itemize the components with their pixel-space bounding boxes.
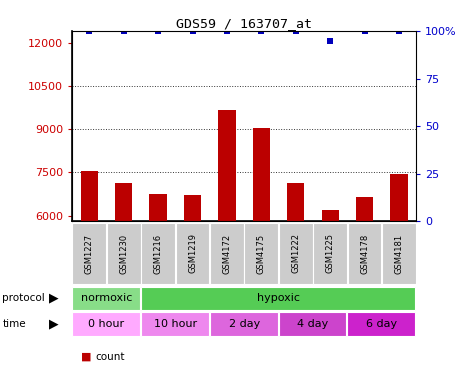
Bar bbox=[348, 223, 381, 284]
Bar bbox=[72, 287, 140, 310]
Text: count: count bbox=[95, 352, 125, 362]
Point bbox=[326, 38, 334, 44]
Bar bbox=[115, 183, 132, 221]
Point bbox=[223, 28, 231, 34]
Text: 2 day: 2 day bbox=[228, 319, 260, 329]
Point bbox=[361, 28, 368, 34]
Text: 0 hour: 0 hour bbox=[88, 319, 125, 329]
Text: hypoxic: hypoxic bbox=[257, 293, 300, 303]
Text: 10 hour: 10 hour bbox=[154, 319, 197, 329]
Point bbox=[395, 28, 403, 34]
Point bbox=[120, 28, 127, 34]
Point bbox=[258, 28, 265, 34]
Text: GSM4175: GSM4175 bbox=[257, 234, 266, 273]
Text: GSM1225: GSM1225 bbox=[326, 234, 335, 273]
Bar bbox=[210, 312, 278, 336]
Bar bbox=[149, 194, 166, 221]
Bar bbox=[107, 223, 140, 284]
Bar bbox=[382, 223, 416, 284]
Text: ▶: ▶ bbox=[49, 292, 58, 305]
Bar bbox=[287, 183, 304, 221]
Point bbox=[86, 28, 93, 34]
Bar bbox=[176, 223, 209, 284]
Point bbox=[154, 28, 162, 34]
Bar bbox=[322, 210, 339, 221]
Text: GSM1216: GSM1216 bbox=[153, 234, 163, 273]
Bar bbox=[245, 223, 278, 284]
Bar bbox=[184, 195, 201, 221]
Bar bbox=[390, 174, 407, 221]
Text: 4 day: 4 day bbox=[297, 319, 329, 329]
Text: GSM4172: GSM4172 bbox=[222, 234, 232, 273]
Point bbox=[189, 28, 196, 34]
Bar bbox=[210, 223, 244, 284]
Bar bbox=[219, 111, 236, 221]
Text: ▶: ▶ bbox=[49, 317, 58, 330]
Text: protocol: protocol bbox=[2, 293, 45, 303]
Bar bbox=[279, 223, 312, 284]
Bar bbox=[141, 287, 415, 310]
Bar bbox=[80, 171, 98, 221]
Bar bbox=[279, 312, 346, 336]
Bar bbox=[313, 223, 347, 284]
Text: 6 day: 6 day bbox=[366, 319, 397, 329]
Bar bbox=[356, 197, 373, 221]
Text: normoxic: normoxic bbox=[81, 293, 132, 303]
Text: GSM1222: GSM1222 bbox=[291, 234, 300, 273]
Text: GSM1219: GSM1219 bbox=[188, 234, 197, 273]
Text: time: time bbox=[2, 319, 26, 329]
Bar bbox=[141, 223, 175, 284]
Text: ■: ■ bbox=[81, 352, 92, 362]
Bar bbox=[72, 312, 140, 336]
Bar bbox=[347, 312, 415, 336]
Bar bbox=[73, 223, 106, 284]
Text: GSM4181: GSM4181 bbox=[394, 234, 404, 273]
Title: GDS59 / 163707_at: GDS59 / 163707_at bbox=[176, 17, 312, 30]
Bar bbox=[253, 128, 270, 221]
Text: GSM1230: GSM1230 bbox=[119, 234, 128, 273]
Text: GSM4178: GSM4178 bbox=[360, 234, 369, 273]
Bar bbox=[141, 312, 209, 336]
Point bbox=[292, 28, 299, 34]
Text: GSM1227: GSM1227 bbox=[85, 234, 94, 273]
